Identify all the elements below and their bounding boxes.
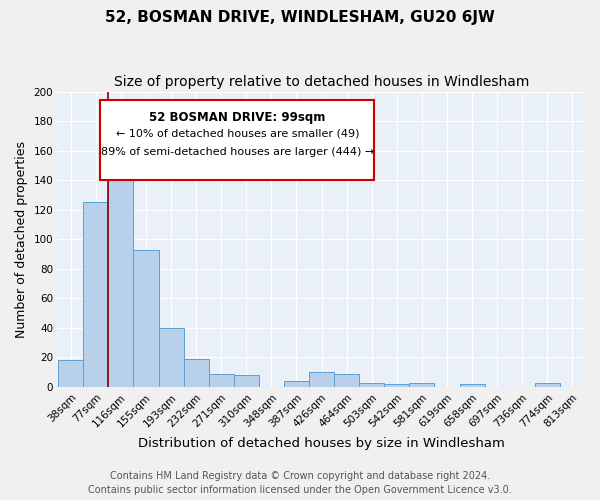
Bar: [83, 202, 109, 387]
Bar: [409, 382, 434, 387]
Bar: [535, 382, 560, 387]
Bar: [58, 360, 83, 387]
Y-axis label: Number of detached properties: Number of detached properties: [15, 141, 28, 338]
Bar: [334, 374, 359, 387]
Bar: [109, 150, 133, 387]
Bar: [234, 375, 259, 387]
Text: ← 10% of detached houses are smaller (49): ← 10% of detached houses are smaller (49…: [116, 128, 359, 138]
Text: Contains HM Land Registry data © Crown copyright and database right 2024.
Contai: Contains HM Land Registry data © Crown c…: [88, 471, 512, 495]
Text: 52 BOSMAN DRIVE: 99sqm: 52 BOSMAN DRIVE: 99sqm: [149, 111, 325, 124]
Bar: [460, 384, 485, 387]
Bar: [158, 328, 184, 387]
Text: 89% of semi-detached houses are larger (444) →: 89% of semi-detached houses are larger (…: [101, 147, 374, 157]
Bar: [184, 359, 209, 387]
Bar: [385, 384, 409, 387]
Bar: [309, 372, 334, 387]
Bar: [133, 250, 158, 387]
Bar: [284, 381, 309, 387]
X-axis label: Distribution of detached houses by size in Windlesham: Distribution of detached houses by size …: [138, 437, 505, 450]
Title: Size of property relative to detached houses in Windlesham: Size of property relative to detached ho…: [114, 75, 529, 89]
FancyBboxPatch shape: [100, 100, 374, 180]
Bar: [209, 374, 234, 387]
Text: 52, BOSMAN DRIVE, WINDLESHAM, GU20 6JW: 52, BOSMAN DRIVE, WINDLESHAM, GU20 6JW: [105, 10, 495, 25]
Bar: [359, 382, 385, 387]
